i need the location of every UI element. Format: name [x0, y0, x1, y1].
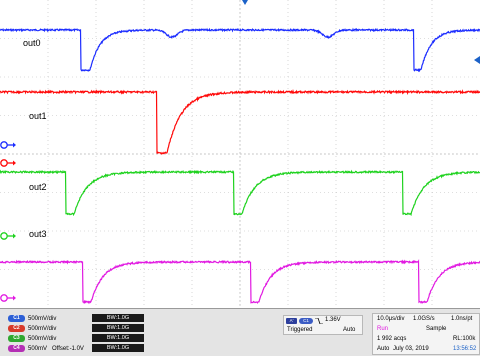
channel-2-readout[interactable]: C2 500mV/div — [8, 324, 120, 333]
trace-label-out1: out1 — [29, 111, 47, 121]
trigger-level: 1.36V — [325, 317, 341, 323]
channel-2-ground-marker[interactable] — [0, 159, 16, 167]
run-state: Run — [377, 326, 389, 332]
waveform-traces — [0, 27, 480, 305]
channel-3-badge[interactable]: C3 — [8, 335, 25, 342]
channel-3-readout[interactable]: C3 500mV/div — [8, 334, 120, 343]
graticule-grid — [0, 0, 480, 308]
acquisition-readout[interactable]: 10.0μs/div 1.0GS/s 1.0ns/pt Run Sample 1… — [372, 313, 480, 355]
waveform-display: out0 out1 out2 out3 — [0, 0, 480, 308]
trigger-position-marker[interactable] — [242, 0, 248, 5]
channel-4-badge[interactable]: C4 — [8, 345, 25, 352]
trigger-readout[interactable]: A' C1 1.36V Triggered Auto — [283, 315, 363, 335]
channel-2-bandwidth: BW:1.0G — [92, 324, 144, 332]
trace-out2 — [0, 169, 480, 217]
record-length: RL:100k — [453, 336, 476, 342]
trace-label-out3: out3 — [29, 229, 47, 239]
channel-4-bandwidth: BW:1.0G — [92, 344, 144, 352]
channel-1-badge[interactable]: C1 — [8, 315, 25, 322]
channel-3-ground-marker[interactable] — [0, 232, 16, 240]
channel-3-scale: 500mV/div — [28, 335, 57, 342]
channel-level-markers[interactable] — [0, 141, 16, 302]
sample-rate: 1.0GS/s — [413, 316, 435, 322]
channel-3-bandwidth: BW:1.0G — [92, 334, 144, 342]
trigger-mode-readout: Auto — [377, 346, 390, 352]
channel-1-scale: 500mV/div — [28, 315, 57, 322]
trace-label-out2: out2 — [29, 182, 47, 192]
trigger-source-chip: C1 — [299, 318, 313, 324]
acquisition-time: 13:56:52 — [453, 346, 477, 352]
channel-4-scale: 500mV — [28, 345, 48, 352]
channel-1-readout[interactable]: C1 500mV/div — [8, 314, 120, 323]
trigger-mode: Auto — [343, 327, 356, 333]
trigger-badge: A' — [286, 318, 297, 324]
channel-1-ground-marker[interactable] — [0, 141, 16, 149]
trace-label-out0: out0 — [23, 38, 41, 48]
acquisition-date: July 03, 2019 — [393, 346, 429, 352]
status-bar: C1 500mV/div C2 500mV/div C3 500mV/div C… — [0, 308, 480, 356]
timebase: 10.0μs/div — [377, 316, 405, 322]
sample-interval: 1.0ns/pt — [451, 316, 473, 322]
trace-out1 — [0, 88, 480, 155]
trigger-level-marker[interactable] — [474, 56, 480, 64]
channel-4-offset: Offset:-1.0V — [52, 345, 84, 352]
trace-out0 — [0, 27, 480, 73]
channel-2-scale: 500mV/div — [28, 325, 57, 332]
trace-out3 — [0, 259, 480, 305]
channel-1-bandwidth: BW:1.0G — [92, 314, 144, 322]
falling-edge-icon — [315, 318, 323, 324]
acquisition-mode: Sample — [426, 326, 447, 332]
channel-4-ground-marker[interactable] — [0, 294, 16, 302]
trigger-state: Triggered — [287, 327, 313, 333]
channel-4-readout[interactable]: C4 500mV Offset:-1.0V — [8, 344, 110, 353]
acquisition-count: 1 992 acqs — [377, 336, 407, 342]
channel-2-badge[interactable]: C2 — [8, 325, 25, 332]
